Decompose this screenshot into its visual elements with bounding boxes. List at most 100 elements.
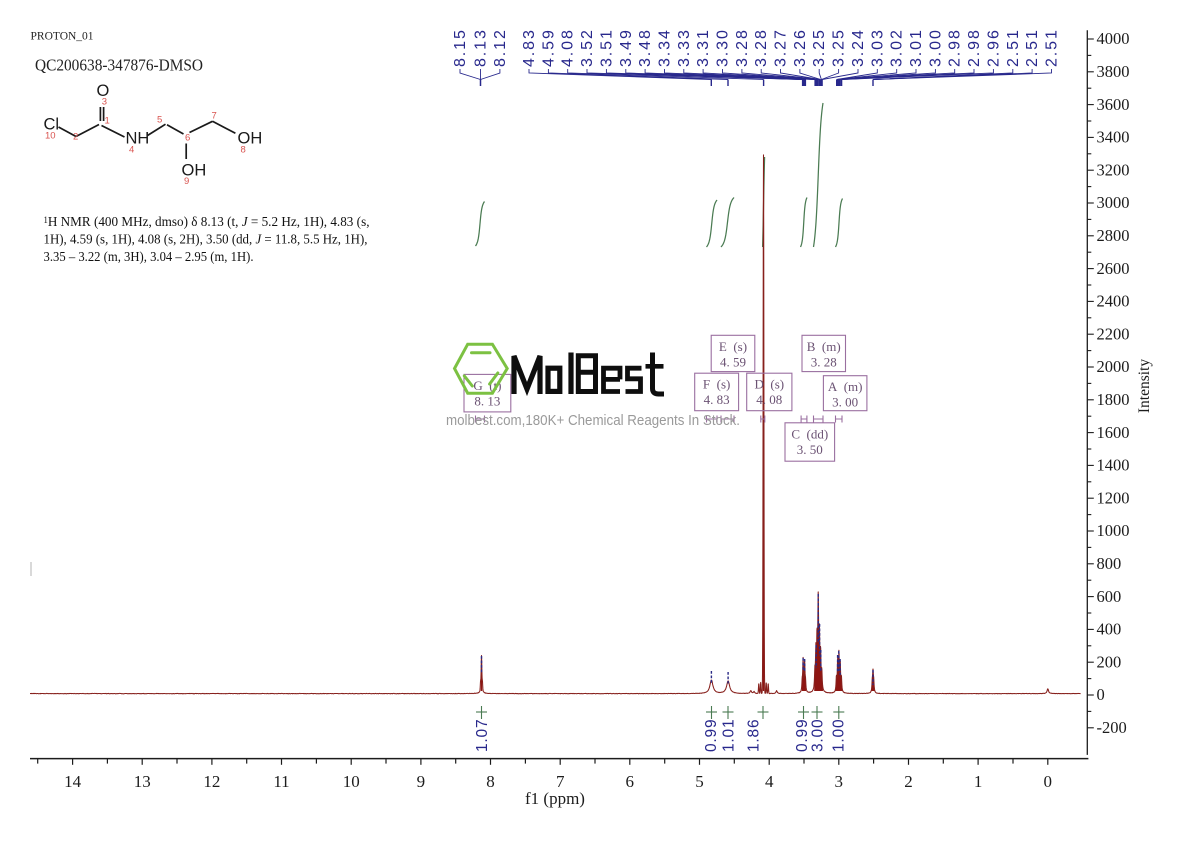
svg-text:3.35 – 3.22 (m, 3H), 3.04 – 2.: 3.35 – 3.22 (m, 3H), 3.04 – 2.95 (m, 1H)… [44, 249, 254, 265]
svg-text:PROTON_01: PROTON_01 [31, 31, 94, 43]
svg-text:600: 600 [1097, 587, 1122, 606]
svg-text:10: 10 [45, 131, 56, 142]
svg-text:OH: OH [182, 162, 207, 180]
svg-text:1.07: 1.07 [474, 719, 491, 752]
svg-text:Intensity: Intensity [1136, 359, 1153, 413]
svg-text:8.12: 8.12 [492, 28, 509, 67]
svg-text:6: 6 [626, 772, 635, 791]
svg-text:3.25: 3.25 [831, 28, 848, 67]
svg-text:1H NMR (400 MHz, dmso) δ 8.13: 1H NMR (400 MHz, dmso) δ 8.13 (t, J = 5.… [44, 214, 370, 230]
svg-text:1000: 1000 [1097, 521, 1130, 540]
svg-text:9: 9 [417, 772, 426, 791]
svg-text:1H), 4.59 (s, 1H), 4.08 (s, 2H: 1H), 4.59 (s, 1H), 4.08 (s, 2H), 3.50 (d… [44, 232, 368, 248]
svg-text:3.51: 3.51 [598, 28, 615, 67]
svg-text:4. 59: 4. 59 [720, 354, 746, 369]
svg-text:1200: 1200 [1097, 488, 1130, 507]
svg-text:2000: 2000 [1097, 357, 1130, 376]
svg-text:3400: 3400 [1097, 128, 1130, 147]
svg-text:0.99: 0.99 [794, 719, 811, 752]
svg-text:F (s): F (s) [703, 377, 730, 392]
svg-text:3.25: 3.25 [811, 28, 828, 67]
svg-text:9: 9 [184, 176, 189, 187]
svg-text:3: 3 [102, 97, 107, 108]
svg-text:1.01: 1.01 [721, 719, 738, 752]
svg-text:3. 28: 3. 28 [811, 354, 837, 369]
svg-text:0: 0 [1044, 772, 1053, 791]
svg-text:-200: -200 [1097, 718, 1127, 737]
svg-text:3.26: 3.26 [792, 28, 809, 67]
svg-text:1: 1 [105, 116, 110, 127]
svg-text:B (m): B (m) [807, 339, 841, 354]
svg-text:3: 3 [835, 772, 844, 791]
svg-text:1: 1 [974, 772, 983, 791]
svg-text:8.13: 8.13 [473, 28, 490, 67]
svg-text:0: 0 [1097, 685, 1105, 704]
svg-text:1.86: 1.86 [746, 719, 763, 752]
svg-text:3.00: 3.00 [809, 719, 826, 752]
svg-text:1400: 1400 [1097, 456, 1130, 475]
svg-text:3.33: 3.33 [676, 28, 693, 67]
svg-text:8. 13: 8. 13 [474, 393, 500, 408]
svg-text:10: 10 [343, 772, 360, 791]
svg-text:NH: NH [126, 130, 150, 148]
svg-text:3200: 3200 [1097, 160, 1130, 179]
svg-text:1600: 1600 [1097, 423, 1130, 442]
svg-text:4. 08: 4. 08 [756, 392, 782, 407]
svg-text:3800: 3800 [1097, 62, 1130, 81]
svg-text:3.28: 3.28 [753, 28, 770, 67]
svg-text:3.34: 3.34 [657, 28, 674, 67]
svg-text:2.96: 2.96 [985, 28, 1002, 67]
svg-text:3.49: 3.49 [618, 28, 635, 67]
svg-text:2200: 2200 [1097, 324, 1130, 343]
svg-text:3. 50: 3. 50 [797, 442, 823, 457]
svg-text:8: 8 [241, 145, 246, 156]
svg-text:2: 2 [904, 772, 913, 791]
svg-text:2.51: 2.51 [1005, 28, 1022, 67]
svg-text:3.27: 3.27 [773, 28, 790, 67]
svg-text:0.99: 0.99 [703, 719, 720, 752]
svg-text:3.01: 3.01 [908, 28, 925, 67]
svg-text:1800: 1800 [1097, 390, 1130, 409]
svg-text:3000: 3000 [1097, 193, 1130, 212]
svg-text:400: 400 [1097, 620, 1122, 639]
svg-text:4.83: 4.83 [521, 28, 538, 67]
svg-text:4.59: 4.59 [540, 28, 557, 67]
svg-text:3. 00: 3. 00 [832, 395, 858, 410]
svg-text:2800: 2800 [1097, 226, 1130, 245]
svg-text:3.02: 3.02 [889, 28, 906, 67]
svg-text:QC200638-347876-DMSO: QC200638-347876-DMSO [35, 56, 203, 75]
svg-text:2.51: 2.51 [1024, 28, 1041, 67]
svg-text:Cl: Cl [44, 116, 60, 134]
svg-text:3.31: 3.31 [695, 28, 712, 67]
svg-text:8.15: 8.15 [452, 28, 469, 67]
svg-text:4.08: 4.08 [560, 28, 577, 67]
svg-text:3.48: 3.48 [637, 28, 654, 67]
svg-text:4. 83: 4. 83 [704, 392, 730, 407]
svg-text:12: 12 [203, 772, 220, 791]
svg-text:5: 5 [157, 115, 162, 126]
svg-text:3.52: 3.52 [579, 28, 596, 67]
svg-text:8: 8 [486, 772, 495, 791]
svg-text:2.51: 2.51 [1044, 28, 1061, 67]
svg-text:11: 11 [273, 772, 289, 791]
svg-text:2.98: 2.98 [947, 28, 964, 67]
svg-text:2: 2 [73, 132, 78, 143]
svg-text:6: 6 [185, 133, 190, 144]
svg-text:3.03: 3.03 [869, 28, 886, 67]
svg-text:4: 4 [129, 145, 134, 156]
svg-text:2600: 2600 [1097, 259, 1130, 278]
svg-text:4000: 4000 [1097, 29, 1130, 48]
svg-text:D (s): D (s) [754, 377, 784, 392]
svg-text:3.30: 3.30 [715, 28, 732, 67]
svg-text:A (m): A (m) [828, 379, 863, 394]
svg-text:f1 (ppm): f1 (ppm) [525, 789, 585, 808]
svg-text:7: 7 [556, 772, 565, 791]
svg-text:3.24: 3.24 [850, 28, 867, 67]
svg-text:2.98: 2.98 [966, 28, 983, 67]
svg-text:molbest.com,180K+ Chemical Rea: molbest.com,180K+ Chemical Reagents In S… [446, 412, 740, 429]
svg-text:5: 5 [695, 772, 704, 791]
svg-text:OH: OH [238, 130, 263, 148]
svg-text:3.00: 3.00 [927, 28, 944, 67]
svg-text:E (s): E (s) [719, 339, 747, 354]
svg-text:200: 200 [1097, 652, 1122, 671]
